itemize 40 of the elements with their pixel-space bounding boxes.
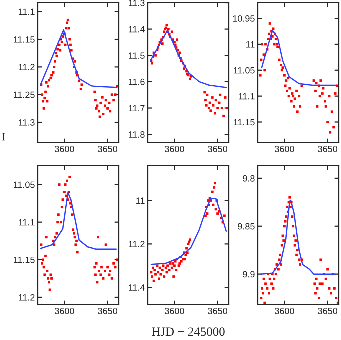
y-tick-label: 11.7 [129,105,145,112]
y-tick-label: 11 [136,198,145,204]
y-tick-label: 11.1 [19,8,35,16]
y-tick-label: 11.4 [129,26,145,33]
x-tick-label: 3650 [318,308,338,314]
y-tick-label: 11.2 [19,294,35,301]
y-tick-label: 11.8 [129,132,145,138]
y-tick-label: 9.8 [243,175,255,182]
y-axis-title: I [2,133,6,141]
y-tick-label: 11.15 [14,36,35,43]
x-tick-label: 3650 [208,308,228,314]
y-tick-label: 11.05 [14,182,35,188]
y-tick-label: 11.3 [19,119,35,126]
y-tick-label: 11.05 [234,67,255,74]
x-tick-label: 3650 [318,146,338,152]
x-tick-label: 3650 [98,146,118,152]
y-tick-label: 11 [246,42,255,48]
y-tick-label: 11.1 [239,93,255,100]
y-tick-label: 11.15 [234,119,255,126]
x-tick-label: 3600 [55,308,74,314]
y-tick-label: 11.6 [129,78,145,86]
x-axis-title: HJD − 245000 [152,328,225,336]
x-tick-label: 3600 [165,308,184,314]
y-tick-label: 11.1 [19,219,35,226]
x-tick-label: 3600 [275,146,294,152]
y-tick-label: 11.3 [129,0,145,6]
y-tick-label: 11.15 [14,256,35,264]
y-tick-label: 9.9 [243,271,255,278]
y-tick-label: 9.85 [238,223,255,230]
y-tick-label: 11.2 [129,241,145,248]
y-tick-label: 10.95 [233,16,255,22]
y-tick-label: 11.2 [19,64,35,70]
x-tick-label: 3650 [208,146,228,152]
x-tick-label: 3650 [98,308,118,314]
y-tick-label: 11.4 [129,284,145,291]
y-tick-label: 11.25 [14,92,35,98]
y-tick-label: 11.5 [129,52,145,59]
x-tick-label: 3600 [165,146,184,152]
x-tick-label: 3600 [275,308,294,314]
x-tick-label: 3600 [55,146,74,152]
